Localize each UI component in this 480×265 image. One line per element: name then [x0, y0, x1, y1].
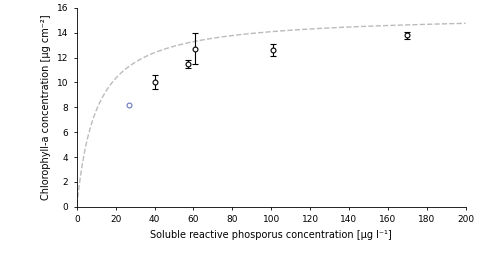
Y-axis label: Chlorophyll-a concentration [μg cm⁻²]: Chlorophyll-a concentration [μg cm⁻²]: [41, 15, 51, 200]
X-axis label: Soluble reactive phosporus concentration [μg l⁻¹]: Soluble reactive phosporus concentration…: [150, 229, 392, 240]
